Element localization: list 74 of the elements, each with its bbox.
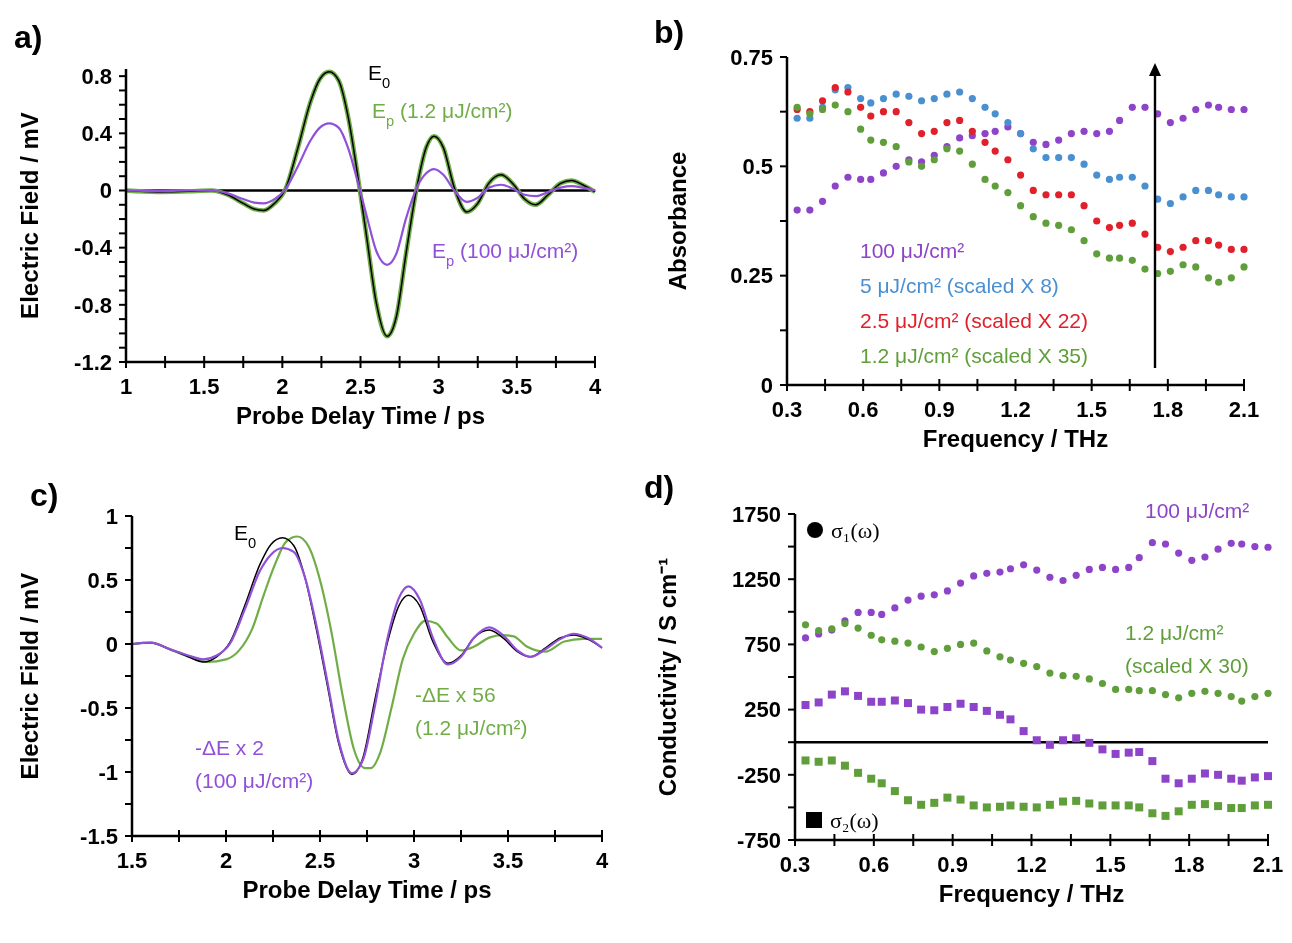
series-label: 1.2 μJ/cm² (scaled X 30): [1125, 621, 1249, 677]
y-tick-label: 0.5: [87, 567, 118, 593]
y-tick-label: 1250: [732, 566, 781, 592]
y-tick-label: 0.75: [730, 44, 773, 70]
x-tick-label: 1.2: [1000, 397, 1031, 422]
series-label: -ΔE x 56 (1.2 μJ/cm²): [415, 683, 528, 739]
y-tick-label: -0.5: [80, 695, 118, 721]
x-tick-label: 2: [276, 374, 289, 399]
annotation: σ₂(ω): [830, 808, 879, 833]
y-tick-label: 0.4: [81, 121, 113, 147]
x-tick-label: 4: [588, 374, 602, 399]
y-tick-label: -750: [736, 827, 781, 853]
series-label: E$_{0}$: [234, 521, 257, 551]
x-axis-title: Frequency / THz: [938, 880, 1125, 907]
x-tick-label: 1.8: [1173, 852, 1205, 877]
x-tick-label: 3: [432, 374, 445, 399]
y-tick-label: 250: [744, 697, 781, 723]
x-tick-label: 2.5: [345, 374, 376, 399]
y-axis-title: Conductivity / S cm⁻¹: [654, 557, 681, 797]
y-axis-title: Electric Field / mV: [16, 112, 43, 319]
chart-title: a): [14, 19, 43, 55]
y-tick-label: 0.25: [730, 263, 773, 289]
chart-title: b): [654, 14, 685, 50]
chart-title: d): [644, 469, 675, 505]
x-tick-label: 2.1: [1252, 852, 1284, 877]
series-label: E$_{p}$ (100 μJ/cm²): [432, 239, 579, 269]
y-tick-label: -250: [736, 762, 781, 788]
annotation: σ₁(ω): [831, 518, 880, 543]
series-label: -ΔE x 2 (100 μJ/cm²): [195, 736, 314, 792]
x-tick-label: 3: [407, 848, 421, 873]
x-tick-label: 4: [595, 848, 609, 873]
y-tick-label: 0.5: [742, 154, 773, 180]
text: 1.2 μJ/cm² (scaled X 35): [860, 344, 1089, 367]
chart-title: c): [30, 477, 59, 513]
series-label: 100 μJ/cm²: [1145, 499, 1250, 522]
x-tick-label: 1.5: [116, 848, 148, 873]
x-tick-label: 2: [219, 848, 233, 873]
x-tick-label: 0.9: [937, 852, 968, 877]
x-axis-title: Probe Delay Time / ps: [236, 402, 485, 429]
series-label: E$_{0}$: [368, 61, 391, 91]
y-tick-label: 1750: [732, 501, 781, 527]
y-tick-label: -1.2: [74, 349, 112, 375]
x-tick-label: 1.2: [1016, 852, 1047, 877]
x-tick-label: 0.9: [924, 397, 955, 422]
text: 2.5 μJ/cm² (scaled X 22): [860, 309, 1089, 332]
text: 5 μJ/cm² (scaled X 8): [860, 274, 1059, 297]
x-tick-label: 2.5: [304, 848, 336, 873]
x-tick-label: 0.6: [847, 397, 879, 422]
x-tick-label: 1.5: [1095, 852, 1126, 877]
y-tick-label: -1: [98, 759, 118, 785]
x-tick-label: 0.6: [858, 852, 890, 877]
text: 100 μJ/cm²: [860, 239, 965, 262]
y-axis-title: Absorbance: [664, 151, 691, 291]
y-tick-label: 0: [105, 631, 118, 657]
x-tick-label: 1.5: [1076, 397, 1107, 422]
y-tick-label: -0.4: [74, 235, 113, 261]
x-tick-label: 1.8: [1152, 397, 1184, 422]
x-tick-label: 3.5: [501, 374, 533, 399]
x-tick-label: 0.3: [771, 397, 803, 422]
y-tick-label: 1: [105, 503, 118, 529]
y-axis-title: Electric Field / mV: [16, 572, 43, 780]
series-label: E$_{p}$ (1.2 μJ/cm²): [372, 99, 513, 129]
x-tick-label: 3.5: [492, 848, 524, 873]
y-tick-label: 0: [760, 372, 773, 398]
x-tick-label: 2.1: [1228, 397, 1260, 422]
x-tick-label: 1.5: [188, 374, 220, 399]
y-tick-label: 0.8: [81, 63, 112, 89]
y-tick-label: 750: [744, 632, 781, 658]
y-tick-label: -0.8: [74, 292, 112, 318]
y-tick-label: 0: [99, 178, 112, 204]
x-tick-label: 0.3: [779, 852, 811, 877]
y-tick-label: -1.5: [80, 823, 118, 849]
x-axis-title: Frequency / THz: [922, 425, 1109, 452]
x-axis-title: Probe Delay Time / ps: [242, 876, 492, 903]
